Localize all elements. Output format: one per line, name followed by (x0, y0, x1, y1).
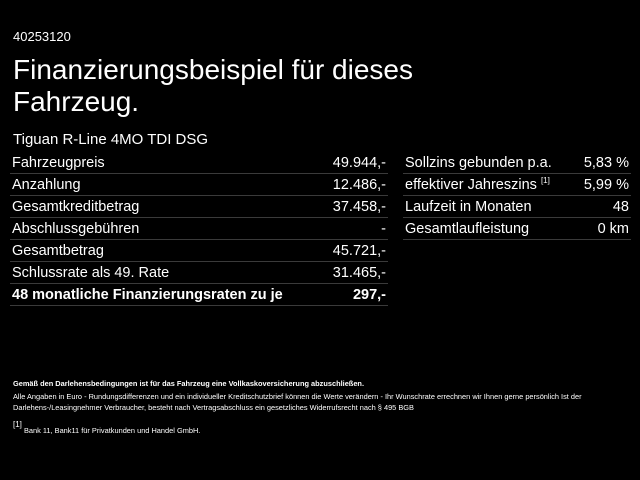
title-line: Finanzierungsbeispiel für dieses (13, 54, 413, 85)
footnote-mark: [1] (13, 420, 22, 429)
footnote: [1] Bank 11, Bank11 für Privatkunden und… (13, 419, 618, 436)
table-row: 48 monatliche Finanzierungsraten zu je 29… (10, 284, 388, 306)
row-label: Abschlussgebühren (12, 220, 140, 237)
row-value: 31.465,- (332, 264, 386, 281)
row-label: Gesamtbetrag (12, 242, 104, 259)
disclaimer: Alle Angaben in Euro - Rundungsdifferenz… (13, 392, 582, 412)
row-label: 48 monatliche Finanzierungsraten zu je (12, 286, 283, 303)
row-value: 49.944,- (332, 154, 386, 171)
footnote-text: Bank 11, Bank11 für Privatkunden und Han… (23, 426, 201, 435)
model: Tiguan R-Line 4MO TDI DSG (13, 131, 209, 148)
table-row: Fahrzeugpreis 49.944,- (10, 152, 388, 174)
table-row: Anzahlung 12.486,- (10, 174, 388, 196)
row-label: Gesamtlaufleistung (405, 220, 530, 237)
row-value: 45.721,- (332, 242, 386, 259)
row-value: - (381, 220, 386, 237)
insurance-note: Gemäß den Darlehensbedingungen ist für d… (13, 379, 365, 388)
rate-table: Sollzins gebunden p.a. 5,83 % effektiver J… (403, 152, 631, 240)
table-row: Gesamtbetrag 45.721,- (10, 240, 388, 262)
table-row: Gesamtkreditbetrag 37.458,- (10, 196, 388, 218)
row-value: 0 km (597, 220, 629, 237)
table-row: Sollzins gebunden p.a. 5,83 % (403, 152, 631, 174)
row-label-group: effektiver Jahreszins [1] (405, 176, 550, 193)
row-label: Schlussrate als 49. Rate (12, 264, 170, 281)
title-line: Fahrzeug. (13, 86, 140, 117)
row-value: 12.486,- (332, 176, 386, 193)
row-value: 37.458,- (332, 198, 386, 215)
row-label: Fahrzeugpreis (12, 154, 105, 171)
table-row: Gesamtlaufleistung 0 km (403, 218, 631, 240)
row-label: Sollzins gebunden p.a. (405, 154, 552, 171)
row-value: 5,99 % (583, 176, 629, 193)
offer-id: 40253120 (13, 29, 71, 44)
row-label: Anzahlung (12, 176, 81, 193)
finance-table: Fahrzeugpreis 49.944,- Anzahlung 12.486,- Ge… (10, 152, 388, 306)
row-label-group: Sollzins gebunden p.a. (405, 155, 552, 171)
note-mark: [1] (540, 176, 550, 185)
row-label: Laufzeit in Monaten (405, 198, 532, 215)
table-row: Abschlussgebühren - (10, 218, 388, 240)
row-label: Gesamtkreditbetrag (12, 198, 140, 215)
table-row: Laufzeit in Monaten 48 (403, 196, 631, 218)
table-row: Schlussrate als 49. Rate 31.465,- (10, 262, 388, 284)
row-value: 5,83 % (583, 154, 629, 171)
table-row: effektiver Jahreszins [1] 5,99 % (403, 174, 631, 196)
row-label-group: Laufzeit in Monaten (405, 199, 532, 215)
row-label: effektiver Jahreszins (405, 177, 537, 193)
row-value: 48 (612, 198, 629, 215)
row-label-group: Gesamtlaufleistung (405, 221, 529, 237)
row-value: 297,- (352, 286, 386, 303)
